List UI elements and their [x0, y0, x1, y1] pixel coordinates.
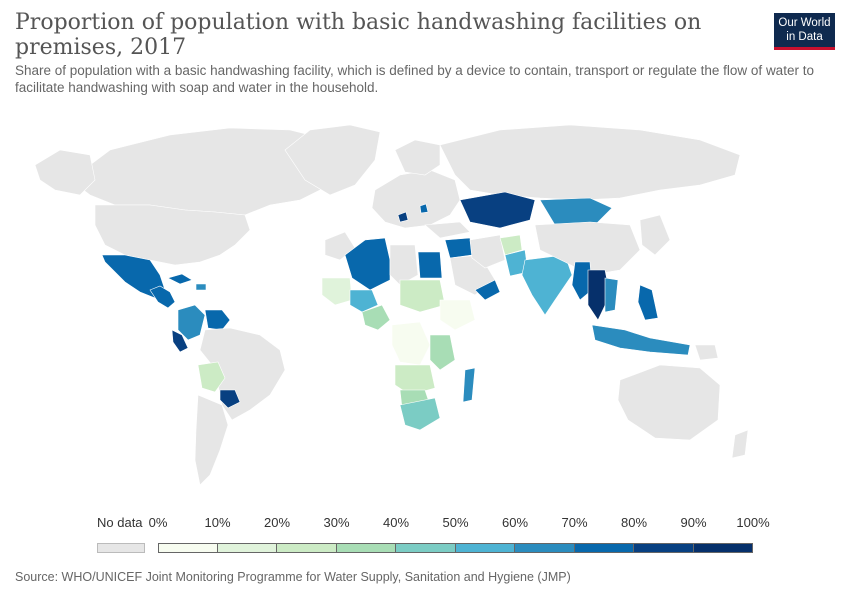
country-cuba[interactable] [167, 273, 193, 285]
country-colombia[interactable] [177, 304, 206, 341]
chart-subtitle: Share of population with a basic handwas… [15, 63, 814, 95]
legend-tick-label: 50% [442, 515, 469, 530]
country-yemen-oman[interactable] [474, 279, 501, 301]
logo-line-2: in Data [786, 31, 823, 43]
country-united-states[interactable] [94, 204, 251, 266]
legend-tick-label: 40% [382, 515, 410, 530]
country-india[interactable] [521, 254, 573, 316]
country-vietnam-cambodia[interactable] [604, 277, 619, 313]
source-note[interactable]: Source: WHO/UNICEF Joint Monitoring Prog… [15, 570, 571, 584]
country-moldova[interactable] [419, 203, 429, 214]
country-china[interactable] [534, 221, 641, 276]
color-legend: No data 0% 10% 20% 30% 40% 50% 60% 70% 80% 90% 100… [0, 505, 850, 565]
country-egypt[interactable] [417, 251, 443, 279]
legend-tick-label: 90% [680, 515, 707, 530]
country-ethiopia[interactable] [439, 299, 476, 331]
legend-swatch[interactable] [217, 543, 277, 553]
country-kazakhstan[interactable] [459, 191, 536, 229]
country-haiti-dr[interactable] [195, 283, 207, 291]
country-iran[interactable] [469, 234, 506, 269]
country-central-america[interactable] [149, 285, 176, 309]
legend-tick-label: 30% [323, 515, 350, 530]
country-scandinavia[interactable] [394, 139, 441, 176]
legend-swatch[interactable] [515, 543, 575, 553]
country-serbia[interactable] [397, 211, 409, 223]
legend-tick-label: 20% [263, 515, 291, 530]
country-iraq-jordan[interactable] [444, 237, 473, 259]
legend-tick-label: 70% [561, 515, 588, 530]
legend-nodata-label: No data [97, 515, 143, 530]
country-shapes [34, 124, 749, 486]
country-mongolia[interactable] [539, 197, 613, 226]
country-mali-niger[interactable] [349, 289, 379, 313]
country-philippines[interactable] [637, 284, 659, 321]
country-ecuador-peru[interactable] [171, 329, 189, 353]
legend-tick-label: 80% [620, 515, 648, 530]
country-argentina-chile[interactable] [194, 394, 229, 486]
country-kenya-tanzania[interactable] [429, 334, 456, 371]
country-paraguay[interactable] [219, 389, 241, 409]
legend-tick-label: 10% [204, 515, 231, 530]
country-alaska[interactable] [34, 149, 96, 196]
legend-nodata-swatch [97, 543, 145, 553]
country-south-africa[interactable] [399, 397, 441, 431]
country-chad-sudan[interactable] [399, 279, 446, 313]
country-greenland[interactable] [284, 124, 381, 196]
world-map [34, 124, 749, 486]
legend-swatch[interactable] [574, 543, 634, 553]
country-japan-korea[interactable] [639, 214, 671, 256]
legend-tick-label: 100% [736, 515, 770, 530]
legend-swatch[interactable] [455, 543, 515, 553]
country-nigeria[interactable] [361, 304, 391, 331]
country-europe[interactable] [371, 169, 461, 229]
country-thailand-laos[interactable] [587, 269, 611, 321]
country-png[interactable] [694, 344, 719, 361]
owid-logo[interactable]: Our World in Data [774, 13, 835, 50]
legend-swatch[interactable] [158, 543, 218, 553]
country-indonesia[interactable] [591, 324, 691, 356]
legend-swatch[interactable] [634, 543, 694, 553]
country-bolivia[interactable] [197, 361, 226, 393]
chart-title: Proportion of population with basic hand… [15, 10, 702, 60]
country-myanmar[interactable] [571, 261, 593, 301]
country-russia[interactable] [439, 124, 741, 201]
country-madagascar[interactable] [462, 367, 476, 403]
legend-swatch[interactable] [277, 543, 337, 553]
legend-swatch[interactable] [336, 543, 396, 553]
legend-tick-label: 0% [148, 515, 168, 530]
country-libya[interactable] [389, 244, 419, 286]
country-congo[interactable] [391, 321, 431, 366]
legend-swatch[interactable] [693, 543, 753, 553]
legend-swatch[interactable] [396, 543, 456, 553]
country-afghanistan[interactable] [499, 234, 523, 256]
country-australia[interactable] [617, 364, 721, 441]
legend-tick-label: 60% [501, 515, 529, 530]
country-venezuela[interactable] [204, 309, 231, 331]
country-sahel-west[interactable] [321, 277, 353, 306]
country-new-zealand[interactable] [731, 429, 749, 459]
country-turkey[interactable] [424, 221, 471, 239]
logo-line-1: Our World [778, 17, 831, 29]
